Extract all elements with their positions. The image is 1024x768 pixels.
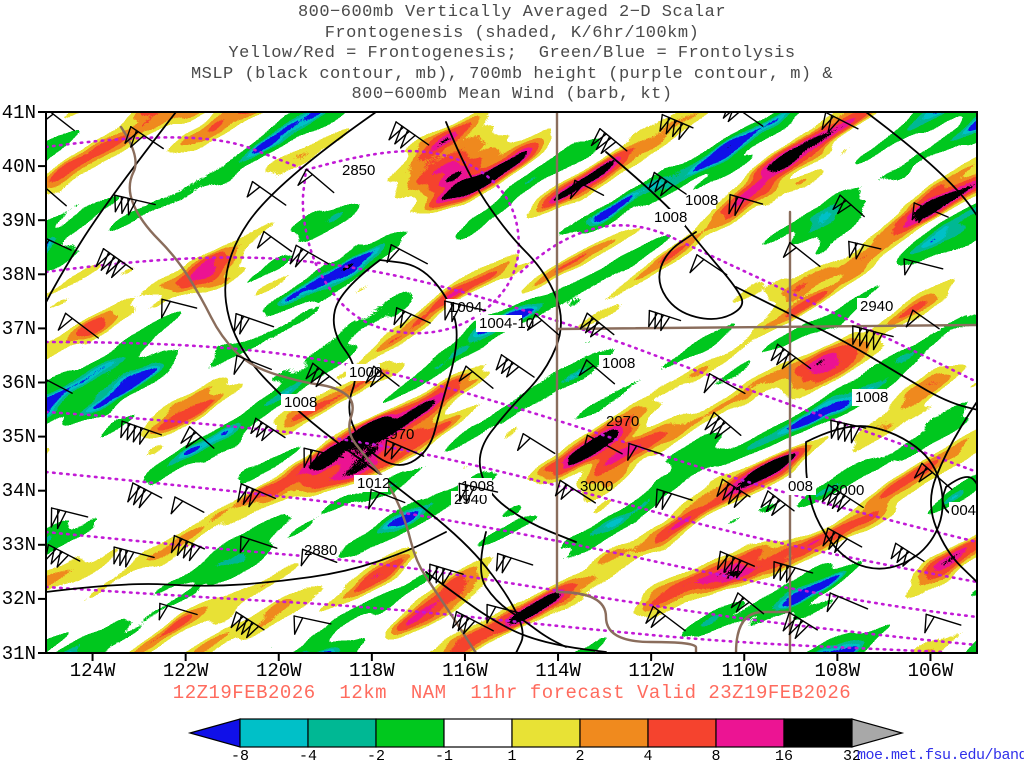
svg-text:4: 4 (643, 748, 652, 765)
svg-text:8: 8 (711, 748, 720, 765)
svg-text:16: 16 (775, 748, 793, 765)
svg-text:-2: -2 (367, 748, 385, 765)
svg-text:2: 2 (575, 748, 584, 765)
svg-text:-8: -8 (231, 748, 249, 765)
svg-text:-4: -4 (299, 748, 317, 765)
svg-text:-1: -1 (435, 748, 453, 765)
svg-text:1: 1 (507, 748, 516, 765)
